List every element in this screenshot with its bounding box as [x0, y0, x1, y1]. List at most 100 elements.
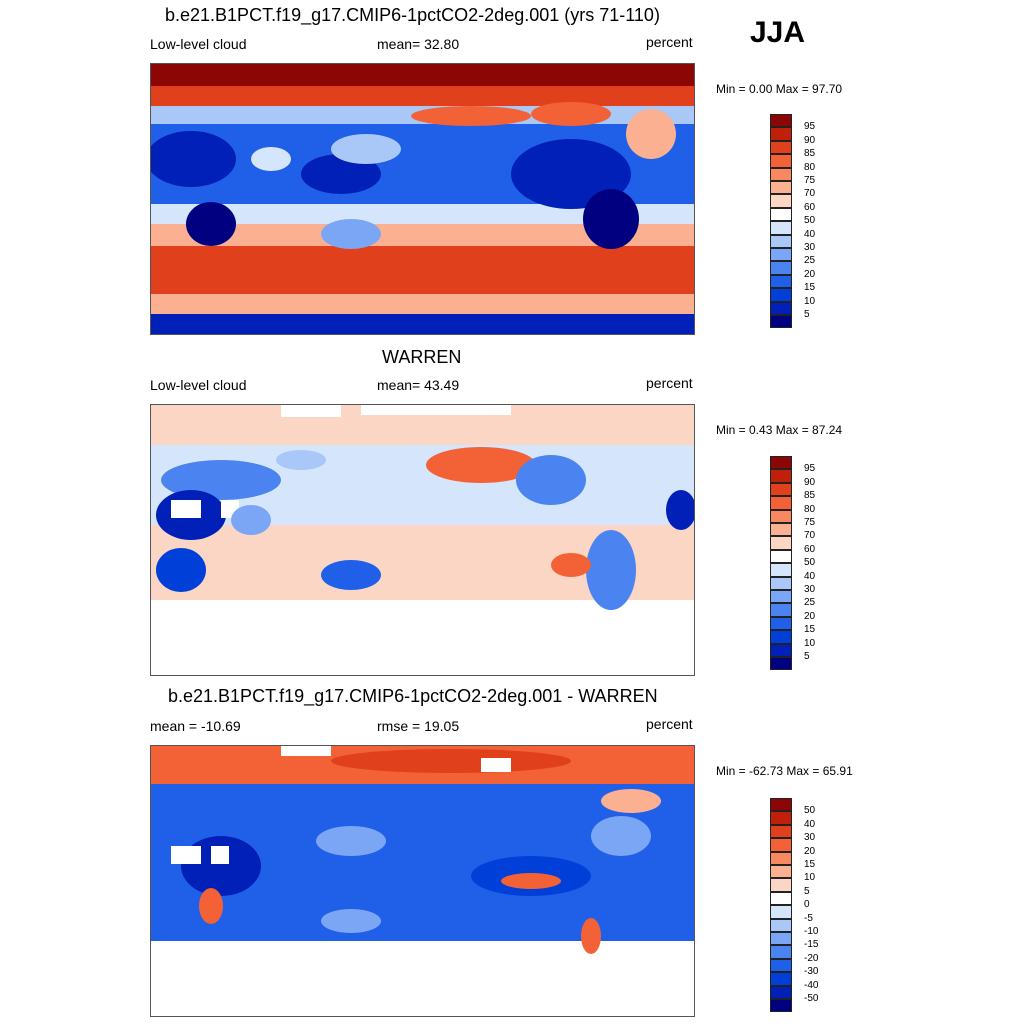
colorbar-tick-label: 60: [804, 543, 816, 555]
panel3-minmax: Min = -62.73 Max = 65.91: [716, 764, 853, 778]
colorbar-swatch: [770, 838, 792, 852]
colorbar-tick-label: -50: [804, 993, 819, 1004]
colorbar-tick-label: 5: [804, 309, 810, 320]
colorbar-tick-label: 30: [804, 242, 816, 253]
colorbar-tick-label: 25: [804, 597, 816, 609]
panel3-title: b.e21.B1PCT.f19_g17.CMIP6-1pctCO2-2deg.0…: [168, 686, 658, 706]
colorbar-swatch: [770, 563, 792, 577]
panel2-variable-label: Low-level cloud: [150, 377, 247, 393]
colorbar-swatch: [770, 985, 792, 999]
panel1-units-label: percent: [646, 34, 693, 50]
colorbar-swatch: [770, 288, 792, 302]
model-cloud-map: [150, 63, 695, 335]
colorbar-tick-label: -40: [804, 979, 819, 991]
colorbar-swatch: [770, 261, 792, 275]
colorbar-swatch: [770, 958, 792, 973]
obs-cloud-map: [150, 404, 695, 676]
panel1-variable-label: Low-level cloud: [150, 36, 247, 52]
colorbar-swatch: [770, 918, 792, 932]
colorbar-tick-label: -30: [804, 966, 819, 978]
panel3-units-label: percent: [646, 716, 693, 732]
colorbar-tick-label: 20: [804, 610, 816, 622]
colorbar-tick-label: 20: [804, 845, 816, 857]
colorbar-swatch: [770, 248, 792, 262]
colorbar-swatch: [770, 127, 792, 141]
colorbar-tick-label: 90: [804, 476, 816, 488]
colorbar-swatch: [770, 509, 792, 523]
colorbar-tick-label: 70: [804, 188, 816, 200]
colorbar-tick-label: 10: [804, 872, 816, 884]
colorbar-tick-label: 0: [804, 899, 810, 911]
colorbar-swatch: [770, 181, 792, 195]
difference-cloud-map: [150, 745, 695, 1017]
colorbar-swatch: [770, 643, 792, 657]
colorbar-swatch: [770, 154, 792, 168]
colorbar-swatch: [770, 234, 792, 248]
colorbar-swatch: [770, 301, 792, 315]
colorbar-swatch: [770, 207, 792, 222]
colorbar-tick-label: 50: [804, 557, 816, 569]
colorbar-tick-label: -5: [804, 912, 813, 924]
colorbar-swatch: [770, 167, 792, 181]
panel3-mean-label: mean = -10.69: [150, 718, 241, 734]
colorbar-swatch: [770, 824, 792, 839]
colorbar-tick-label: 15: [804, 282, 816, 294]
colorbar-swatch: [770, 469, 792, 483]
colorbar-swatch: [770, 905, 792, 919]
colorbar-tick-label: -15: [804, 939, 819, 951]
colorbar-swatch: [770, 274, 792, 289]
colorbar-tick-label: 50: [804, 215, 816, 227]
panel1-title: b.e21.B1PCT.f19_g17.CMIP6-1pctCO2-2deg.0…: [165, 5, 660, 25]
colorbar-swatch: [770, 114, 792, 128]
colorbar-swatch: [770, 590, 792, 604]
colorbar-tick-label: 10: [804, 637, 816, 649]
panel2-colorbar: 95 90 85 80 75 70 60 50 40 30 25 20 15 10 5: [770, 456, 815, 671]
panel3-rmse-label: rmse = 19.05: [377, 718, 460, 734]
panel1-colorbar: 95 90 85 80 75 70 60 50 40 30 25 20 15 10 5: [770, 114, 815, 329]
colorbar-swatch: [770, 798, 792, 812]
colorbar-swatch: [770, 549, 792, 564]
colorbar-swatch: [770, 482, 792, 497]
colorbar-swatch: [770, 523, 792, 537]
colorbar-tick-label: 85: [804, 490, 816, 502]
colorbar-swatch: [770, 140, 792, 155]
colorbar-tick-label: 30: [804, 584, 816, 595]
colorbar-swatch: [770, 878, 792, 892]
colorbar-tick-label: 10: [804, 295, 816, 307]
colorbar-swatch: [770, 811, 792, 825]
colorbar-tick-label: 20: [804, 268, 816, 280]
colorbar-tick-label: 60: [804, 201, 816, 213]
panel2-minmax: Min = 0.43 Max = 87.24: [716, 423, 843, 437]
colorbar-swatch: [770, 496, 792, 510]
colorbar-swatch: [770, 999, 792, 1013]
colorbar-swatch: [770, 616, 792, 631]
panel1-mean-label: mean= 32.80: [377, 36, 460, 52]
colorbar-tick-label: 50: [804, 805, 816, 817]
panel2-units-label: percent: [646, 375, 693, 391]
colorbar-tick-label: 5: [804, 651, 810, 662]
colorbar-tick-label: 80: [804, 161, 816, 173]
colorbar-swatch: [770, 932, 792, 946]
colorbar-tick-label: 80: [804, 503, 816, 515]
colorbar-tick-label: 90: [804, 134, 816, 146]
colorbar-swatch: [770, 194, 792, 208]
panel2-title: WARREN: [382, 347, 462, 367]
colorbar-tick-label: 75: [804, 175, 816, 186]
season-label: JJA: [750, 16, 806, 49]
colorbar-swatch: [770, 576, 792, 590]
colorbar-swatch: [770, 972, 792, 986]
colorbar-tick-label: 85: [804, 148, 816, 160]
colorbar-tick-label: -20: [804, 952, 819, 964]
colorbar-swatch: [770, 945, 792, 959]
colorbar-tick-label: 40: [804, 228, 816, 240]
colorbar-tick-label: 5: [804, 885, 810, 897]
colorbar-tick-label: 40: [804, 818, 816, 830]
colorbar-tick-label: 15: [804, 859, 816, 870]
colorbar-tick-label: 15: [804, 624, 816, 636]
colorbar-tick-label: 70: [804, 530, 816, 542]
colorbar-swatch: [770, 456, 792, 470]
panel2-mean-label: mean= 43.49: [377, 377, 460, 393]
colorbar-swatch: [770, 851, 792, 865]
colorbar-tick-label: 40: [804, 570, 816, 582]
panel3-colorbar: 50 40 30 20 15 10 5 0 -5 -10 -15 -20 -30 -40 -50: [770, 798, 818, 1013]
